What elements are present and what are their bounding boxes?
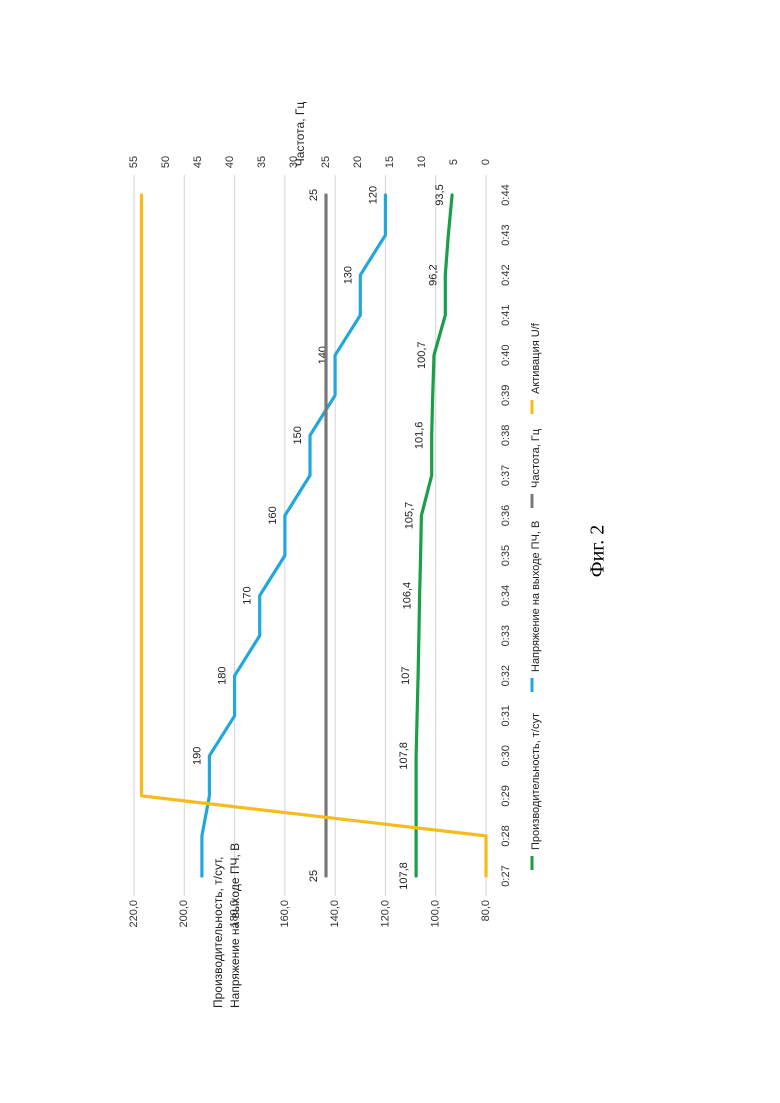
y-right-tick-label: 55 (128, 156, 140, 168)
y-right-tick-label: 40 (224, 156, 236, 168)
x-tick-label: 0:34 (500, 585, 512, 606)
data-label: 190 (191, 747, 203, 765)
y-right-tick-label: 0 (480, 159, 492, 165)
legend-label: Напряжение на выходе ПЧ, В (530, 521, 542, 672)
data-label: 93,5 (434, 184, 446, 205)
legend-label: Частота, Гц (530, 428, 542, 488)
figure-caption: Фиг. 2 (587, 525, 610, 577)
data-label: 180 (217, 667, 229, 685)
x-tick-label: 0:43 (500, 224, 512, 245)
y-right-tick-label: 50 (160, 156, 172, 168)
y-left-tick-label: 100,0 (430, 900, 442, 928)
legend-label: Производительность, т/сут (530, 713, 542, 850)
x-tick-label: 0:37 (500, 465, 512, 486)
y-right-tick-label: 35 (256, 156, 268, 168)
x-tick-label: 0:36 (500, 505, 512, 526)
y-left-tick-label: 200,0 (178, 900, 190, 928)
y-right-tick-label: 25 (320, 156, 332, 168)
y-right-tick-label: 20 (352, 156, 364, 168)
x-tick-label: 0:35 (500, 545, 512, 566)
y-right-tick-label: 10 (416, 156, 428, 168)
y-left-axis-title: Производительность, т/сут, (211, 857, 225, 1008)
x-tick-label: 0:39 (500, 385, 512, 406)
y-left-tick-label: 220,0 (128, 900, 140, 928)
y-right-tick-label: 15 (384, 156, 396, 168)
series-line-productivity (416, 195, 452, 876)
data-label: 150 (292, 426, 304, 444)
data-label: 107 (400, 667, 412, 685)
y-right-axis-title: Частота, Гц (293, 102, 307, 167)
x-tick-label: 0:30 (500, 745, 512, 766)
x-tick-label: 0:29 (500, 785, 512, 806)
y-left-tick-label: 80,0 (480, 900, 492, 921)
series-line-activation (142, 195, 487, 876)
x-tick-label: 0:27 (500, 865, 512, 886)
legend-label: Активация U/f (530, 322, 542, 394)
x-tick-label: 0:33 (500, 625, 512, 646)
data-label: 106,4 (402, 582, 414, 610)
data-label: 105,7 (403, 502, 415, 530)
data-label: 96,2 (427, 264, 439, 285)
data-label: 101,6 (414, 422, 426, 450)
y-right-tick-label: 45 (192, 156, 204, 168)
data-label: 130 (342, 266, 354, 284)
x-tick-label: 0:44 (500, 184, 512, 205)
data-label: 100,7 (416, 341, 428, 369)
y-right-tick-label: 5 (448, 159, 460, 165)
data-label: 25 (308, 870, 320, 882)
data-label: 107,8 (398, 862, 410, 890)
x-tick-label: 0:40 (500, 345, 512, 366)
data-label: 107,8 (398, 742, 410, 770)
x-tick-label: 0:28 (500, 825, 512, 846)
data-label: 25 (308, 189, 320, 201)
x-tick-label: 0:38 (500, 425, 512, 446)
x-tick-label: 0:42 (500, 264, 512, 285)
y-left-tick-label: 160,0 (279, 900, 291, 928)
data-label: 170 (242, 586, 254, 604)
series-line-voltage (202, 195, 386, 876)
x-tick-label: 0:31 (500, 705, 512, 726)
data-label: 120 (367, 186, 379, 204)
x-tick-label: 0:32 (500, 665, 512, 686)
y-left-axis-title-line2: Напряжение на выходе ПЧ, В (228, 843, 242, 1008)
x-tick-label: 0:41 (500, 304, 512, 325)
y-left-tick-label: 120,0 (379, 900, 391, 928)
data-label: 160 (267, 506, 279, 524)
y-left-tick-label: 140,0 (329, 900, 341, 928)
